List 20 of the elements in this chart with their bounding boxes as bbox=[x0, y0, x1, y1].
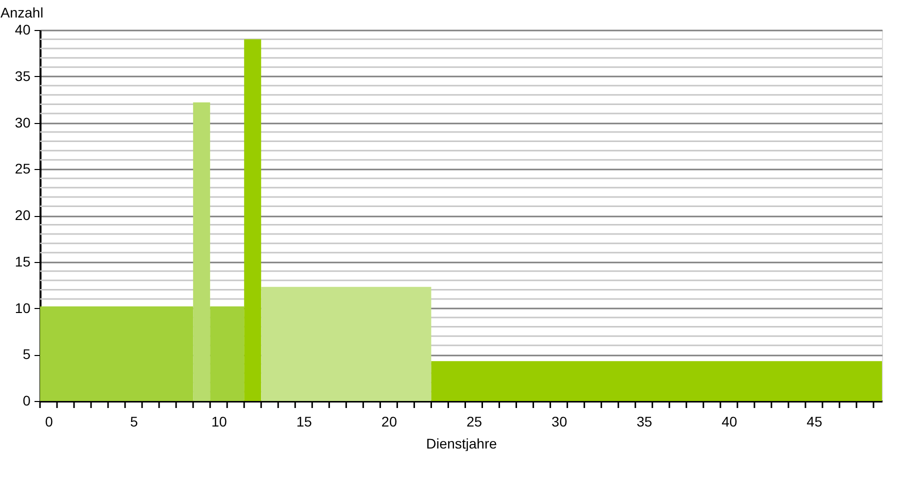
y-tick-label: 15 bbox=[14, 253, 31, 270]
x-tick-label: 20 bbox=[381, 414, 398, 430]
y-tick-label: 5 bbox=[22, 346, 31, 362]
x-tick-label: 45 bbox=[806, 414, 822, 430]
x-tick-label: 15 bbox=[296, 414, 312, 430]
y-tick-label: 20 bbox=[14, 207, 31, 223]
y-tick-label: 40 bbox=[14, 22, 31, 38]
y-tick-label: 35 bbox=[14, 68, 31, 84]
y-tick-label: 30 bbox=[14, 114, 31, 130]
y-tick-label: 25 bbox=[14, 160, 31, 177]
x-tick-label: 30 bbox=[552, 414, 568, 430]
x-tick-label: 40 bbox=[722, 414, 738, 430]
x-tick-label: 25 bbox=[466, 414, 482, 430]
x-tick-label: 0 bbox=[45, 414, 54, 430]
y-tick-label: 0 bbox=[22, 392, 31, 408]
y-axis-title: Anzahl bbox=[0, 4, 44, 20]
x-tick-label: 10 bbox=[211, 414, 228, 430]
y-tick-label: 10 bbox=[14, 300, 31, 316]
x-tick-label: 35 bbox=[636, 414, 652, 430]
x-tick-label: 5 bbox=[130, 414, 138, 430]
